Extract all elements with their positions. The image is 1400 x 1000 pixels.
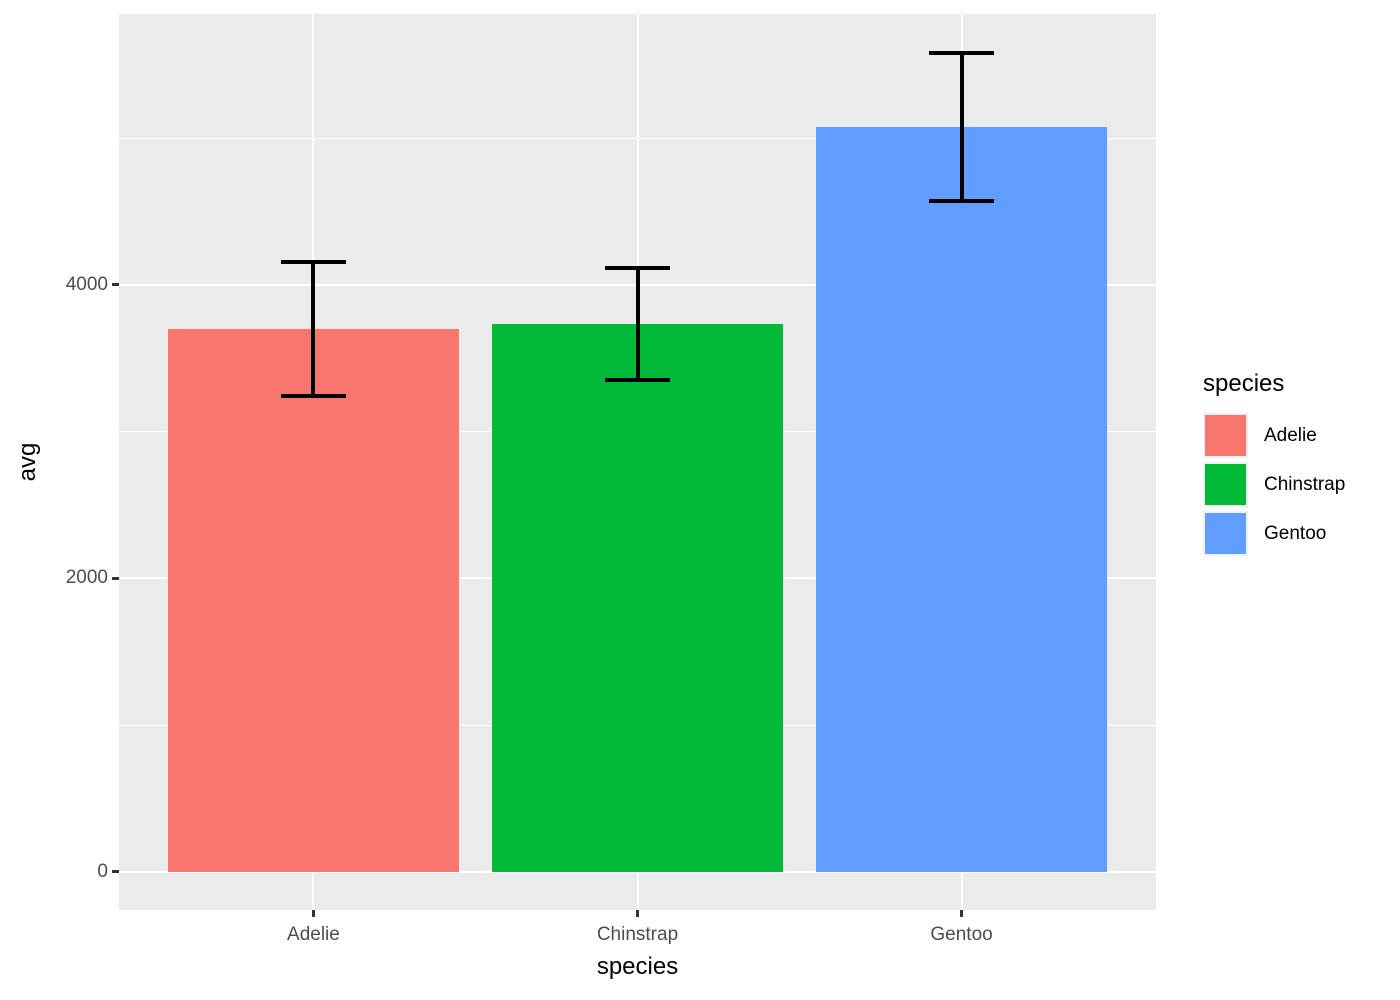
y-tick [112, 283, 119, 287]
y-tick-label: 0 [97, 860, 108, 882]
legend-item: Adelie [1203, 413, 1345, 458]
y-axis-title: avg [14, 442, 41, 482]
legend-key-gentoo [1203, 511, 1248, 556]
x-tick-label: Chinstrap [596, 924, 679, 945]
y-tick [112, 870, 119, 874]
error-bar-stem [311, 261, 316, 397]
error-bar-cap-bottom [281, 394, 346, 399]
error-bar-stem [959, 53, 964, 202]
error-bar-cap-bottom [929, 199, 994, 204]
legend-item: Gentoo [1203, 511, 1345, 556]
plot-panel [119, 14, 1156, 910]
x-tick [960, 910, 964, 917]
legend-key-chinstrap [1203, 462, 1248, 507]
bar-gentoo [815, 127, 1108, 872]
x-tick-label: Adelie [287, 924, 340, 945]
legend-title: species [1203, 370, 1285, 397]
legend: species Adelie Chinstrap Gentoo [1203, 370, 1345, 560]
error-bar-cap-bottom [605, 378, 670, 383]
bar-adelie [167, 328, 460, 872]
y-tick-label: 4000 [65, 273, 108, 295]
legend-item-label: Gentoo [1264, 522, 1327, 544]
legend-item: Chinstrap [1203, 462, 1345, 507]
error-bar-stem [635, 267, 640, 381]
x-tick-label: Gentoo [930, 924, 993, 945]
legend-item-label: Chinstrap [1264, 473, 1346, 495]
legend-items: Adelie Chinstrap Gentoo [1203, 413, 1345, 556]
legend-item-label: Adelie [1264, 424, 1317, 446]
x-axis-title: species [596, 953, 679, 980]
y-tick-label: 2000 [65, 567, 108, 589]
x-tick [311, 910, 315, 917]
error-bar-cap-top [605, 265, 670, 270]
legend-key-adelie [1203, 413, 1248, 458]
bar-chinstrap [491, 324, 784, 872]
error-bar-cap-top [281, 259, 346, 264]
x-tick [636, 910, 639, 917]
y-tick [112, 576, 119, 580]
error-bar-cap-top [929, 51, 994, 56]
